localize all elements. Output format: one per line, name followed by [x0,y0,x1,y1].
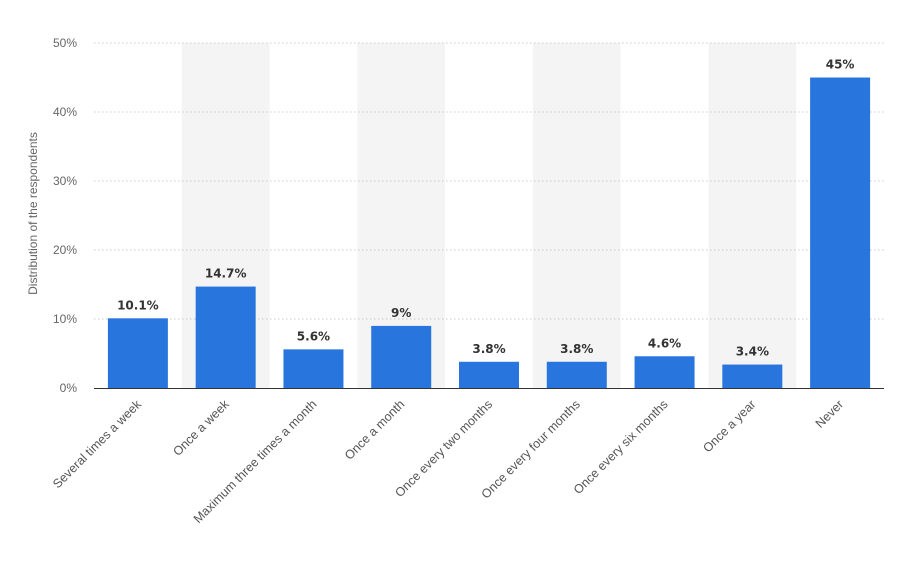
bar [283,349,344,388]
value-label: 3.4% [736,345,769,359]
value-label: 10.1% [117,298,159,312]
value-label: 3.8% [472,342,505,356]
x-category-label: Once a year [700,397,758,455]
x-category-label: Once every four months [479,397,583,501]
y-axis-title: Distribution of the respondents [26,132,40,295]
y-tick-label: 30% [53,174,77,188]
bar [107,318,168,388]
bar [195,286,256,388]
value-label: 5.6% [297,329,330,343]
alternating-bands [181,43,797,388]
y-tick-label: 10% [53,312,77,326]
background-band [532,43,621,388]
x-category-label: Once every six months [571,397,671,497]
y-tick-label: 20% [53,243,77,257]
x-category-label: Several times a week [50,397,144,491]
value-labels: 10.1% 14.7% 5.6% 9% 3.8% 3.8% 4.6% 3.4% 45% [117,58,854,359]
value-label: 4.6% [648,336,681,350]
value-label: 14.7% [205,267,247,281]
background-band [708,43,797,388]
value-label: 3.8% [560,342,593,356]
x-category-label: Once every two months [392,397,495,500]
y-tick-label: 50% [53,36,77,50]
y-axis-ticks: 0% 10% 20% 30% 40% 50% [53,36,77,395]
y-tick-label: 0% [60,381,78,395]
bar [722,364,783,388]
bar [459,361,519,388]
bar [546,361,607,388]
value-label: 45% [826,58,855,72]
y-tick-label: 40% [53,105,77,119]
x-category-label: Once a week [170,397,232,459]
bar [371,325,432,388]
value-label: 9% [391,306,411,320]
bar [634,356,695,388]
x-category-label: Once a month [342,397,407,462]
x-category-label: Never [813,397,846,430]
bar [810,77,871,388]
bars [107,77,871,388]
